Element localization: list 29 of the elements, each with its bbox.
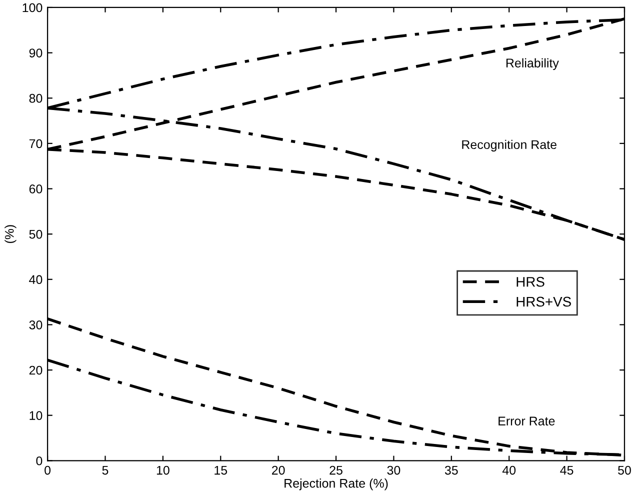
y-axis-title: (%) (4, 225, 16, 244)
x-tick-label: 50 (618, 466, 631, 475)
y-tick-label: 20 (29, 366, 42, 375)
x-tick-label: 25 (330, 466, 342, 475)
legend-label: HRS+VS (516, 296, 571, 307)
legend-label: HRS (516, 276, 544, 287)
x-tick-label: 15 (214, 466, 228, 475)
x-axis-title: Rejection Rate (%) (284, 478, 388, 490)
x-tick-label: 40 (502, 466, 516, 475)
y-tick-label: 80 (29, 94, 42, 103)
annotation: Reliability (506, 58, 559, 70)
x-tick-label: 20 (272, 466, 285, 475)
y-tick-label: 30 (29, 320, 42, 330)
annotation: Recognition Rate (462, 140, 556, 152)
x-tick-label: 35 (444, 466, 458, 475)
y-tick-label: 70 (29, 139, 42, 148)
y-tick-label: 100 (22, 3, 42, 12)
y-tick-label: 40 (29, 275, 42, 284)
y-tick-label: 10 (30, 411, 42, 420)
x-tick-label: 5 (102, 466, 108, 475)
y-tick-label: 0 (36, 456, 42, 466)
y-tick-label: 50 (29, 230, 42, 239)
x-tick-label: 30 (387, 466, 400, 475)
annotation: Error Rate (498, 416, 555, 426)
x-tick-label: 10 (156, 466, 170, 475)
x-tick-label: 45 (560, 466, 574, 475)
y-tick-label: 90 (29, 48, 42, 58)
y-tick-label: 60 (29, 184, 42, 194)
x-tick-label: 0 (44, 466, 51, 475)
